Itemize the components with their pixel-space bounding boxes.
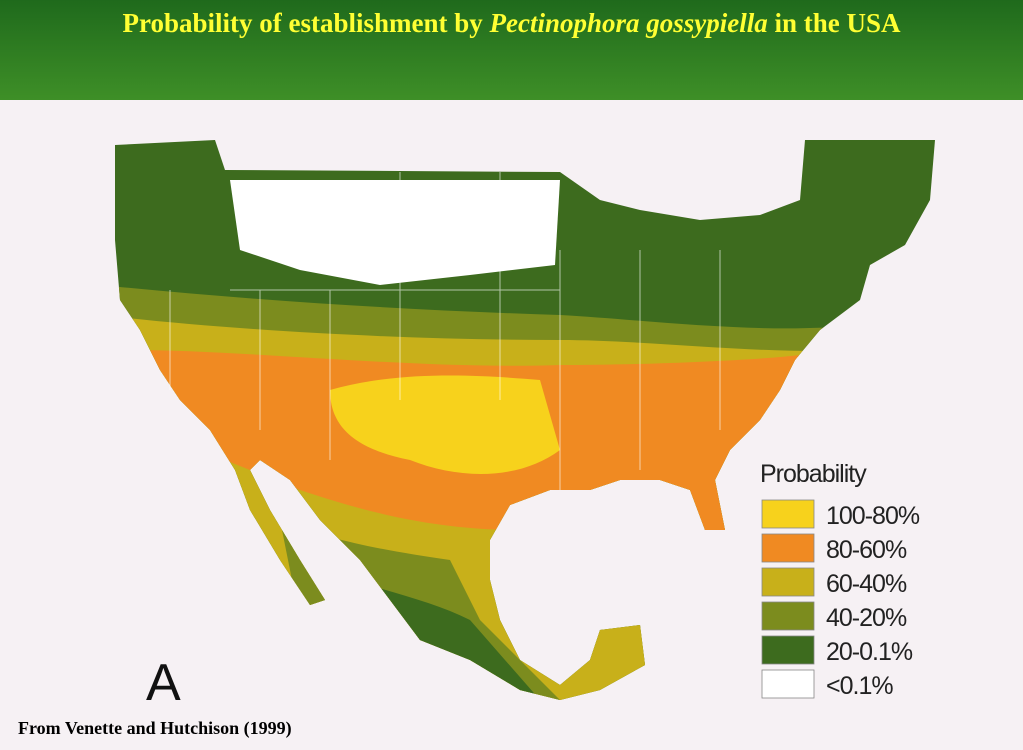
legend-swatch [761,533,815,563]
legend-swatch [761,499,815,529]
map: A Probability 100-80% 80-60% 60-40% 40-20% 2… [0,100,1023,750]
legend: 100-80% 80-60% 60-40% 40-20% 20-0.1% <0.1% [761,499,921,700]
legend-swatch [761,635,815,665]
header: Probability of establishment by Pectinop… [0,0,1023,100]
title-part: in the USA [767,8,901,38]
legend-swatch [761,567,815,597]
legend-label: 20-0.1% [826,638,913,666]
legend-swatch [761,669,815,699]
legend-label: <0.1% [826,672,893,700]
legend-label: 100-80% [826,502,920,530]
legend-label: 80-60% [826,536,907,564]
title-species: Pectinophora gossypiella [489,8,768,38]
title: Probability of establishment by Pectinop… [0,8,1023,39]
legend-title: Probability [760,460,867,488]
zone [330,375,560,474]
title-part: Probability of establishment by [122,8,490,38]
zone [230,180,560,285]
state-lines [169,172,721,490]
legend-swatch [761,601,815,631]
legend-label: 40-20% [826,604,907,632]
panel-label: A [146,654,181,712]
source: From Venette and Hutchison (1999) [18,718,292,738]
legend-label: 60-40% [826,570,907,598]
